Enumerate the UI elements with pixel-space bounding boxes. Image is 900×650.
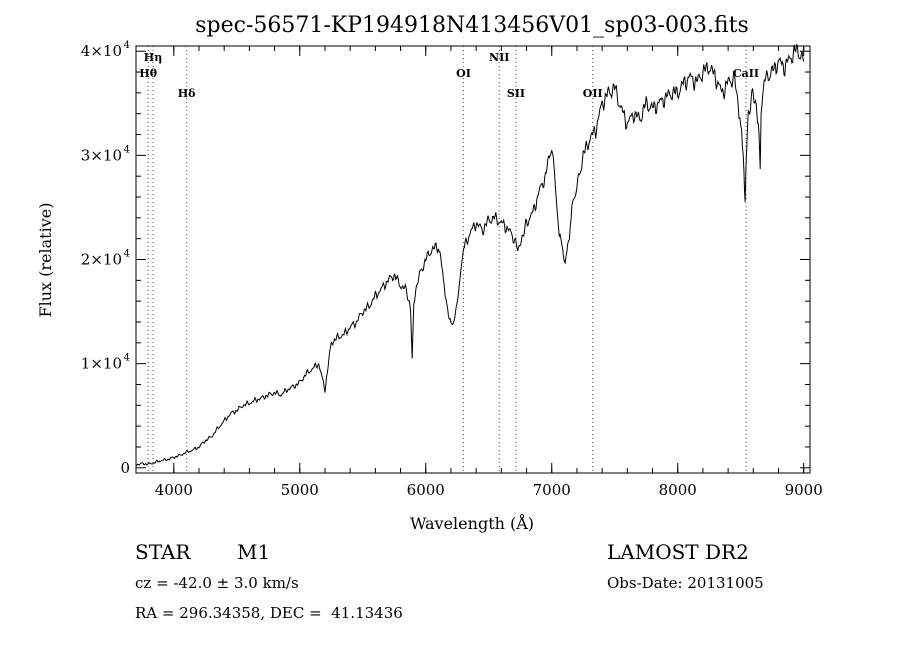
line-marker-label: Hθ: [139, 67, 157, 80]
y-axis-label: Flux (relative): [36, 203, 55, 318]
plot-frame: [135, 45, 811, 474]
y-tick-exponent: 4: [124, 249, 130, 260]
survey-release: LAMOST DR2: [607, 540, 749, 564]
spectral-line-markers: Hη Hθ Hδ OI NII SII OII CaII: [139, 46, 759, 473]
series-flux: [135, 43, 805, 467]
y-tick-label: 2×10: [81, 251, 122, 269]
x-tick-label: 5000: [281, 481, 319, 499]
x-axis-label: Wavelength (Å): [410, 513, 534, 533]
y-tick-exponent: 4: [124, 353, 130, 364]
x-tick-label: 8000: [659, 481, 697, 499]
line-marker-label: CaII: [733, 67, 759, 80]
sky-coordinates: RA = 296.34358, DEC = 41.13436: [135, 604, 403, 622]
redshift-velocity: cz = -42.0 ± 3.0 km/s: [135, 574, 299, 592]
line-marker-label: NII: [489, 51, 509, 64]
observation-date: Obs-Date: 20131005: [607, 574, 764, 592]
line-marker-label: Hδ: [178, 87, 196, 100]
line-marker-label: Hη: [144, 51, 162, 64]
x-tick-label: 6000: [407, 481, 445, 499]
object-class: STAR: [135, 540, 191, 564]
line-marker-label: OII: [583, 87, 603, 100]
x-tick-label: 9000: [785, 481, 823, 499]
y-tick-exponent: 4: [124, 144, 130, 155]
y-tick-label: 0: [120, 459, 130, 477]
line-marker-label: OI: [456, 67, 471, 80]
y-tick-label: 3×10: [81, 146, 122, 164]
line-marker-label: SII: [507, 87, 525, 100]
spectrum-series: [135, 43, 805, 467]
y-tick-exponent: 4: [124, 40, 130, 51]
chart-title: spec-56571-KP194918N413456V01_sp03-003.f…: [195, 13, 749, 38]
object-subclass: M1: [237, 540, 271, 564]
x-tick-label: 4000: [155, 481, 193, 499]
y-tick-label: 4×10: [81, 42, 122, 60]
x-tick-label: 7000: [533, 481, 571, 499]
y-tick-label: 1×10: [81, 355, 122, 373]
